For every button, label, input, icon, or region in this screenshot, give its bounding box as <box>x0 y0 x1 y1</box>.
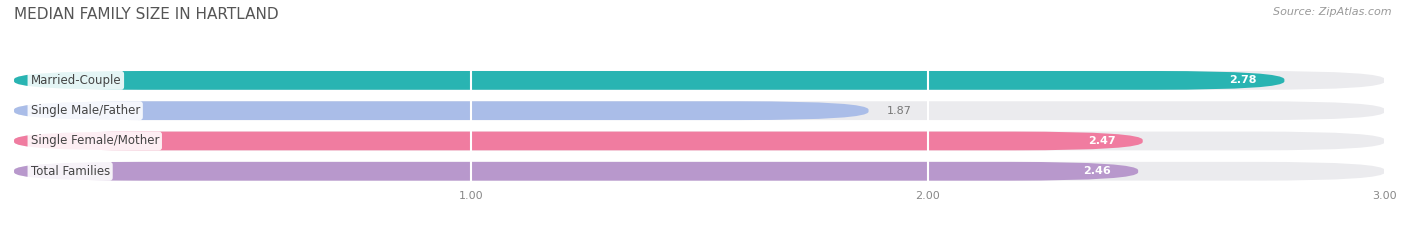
FancyBboxPatch shape <box>14 162 1139 181</box>
Text: MEDIAN FAMILY SIZE IN HARTLAND: MEDIAN FAMILY SIZE IN HARTLAND <box>14 7 278 22</box>
FancyBboxPatch shape <box>14 101 869 120</box>
FancyBboxPatch shape <box>14 162 1385 181</box>
Text: Single Male/Father: Single Male/Father <box>31 104 139 117</box>
FancyBboxPatch shape <box>14 132 1143 150</box>
FancyBboxPatch shape <box>14 132 1385 150</box>
Text: 1.87: 1.87 <box>887 106 911 116</box>
FancyBboxPatch shape <box>14 71 1285 90</box>
Text: Source: ZipAtlas.com: Source: ZipAtlas.com <box>1274 7 1392 17</box>
FancyBboxPatch shape <box>14 71 1385 90</box>
Text: 2.46: 2.46 <box>1083 166 1111 176</box>
Text: Married-Couple: Married-Couple <box>31 74 121 87</box>
Text: Total Families: Total Families <box>31 165 110 178</box>
FancyBboxPatch shape <box>14 101 1385 120</box>
Text: 2.47: 2.47 <box>1088 136 1115 146</box>
Text: Single Female/Mother: Single Female/Mother <box>31 134 159 147</box>
Text: 2.78: 2.78 <box>1229 75 1257 85</box>
